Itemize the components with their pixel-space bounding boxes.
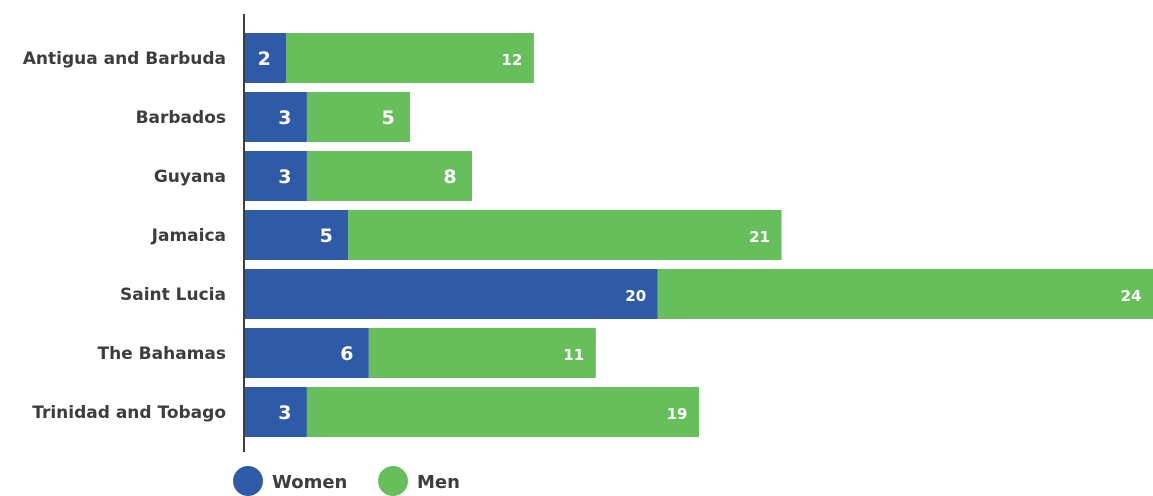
bar-men-jamaica: [348, 210, 782, 260]
value-label-men-jamaica: 21: [749, 228, 770, 246]
bar-women-the-bahamas: [245, 328, 369, 378]
value-label-women-barbados: 3: [278, 107, 291, 129]
value-label-women-trinidad-and-tobago: 3: [278, 402, 291, 424]
bar-women-guyana: [245, 151, 307, 201]
category-label-barbados: Barbados: [136, 108, 226, 128]
value-label-women-the-bahamas: 6: [340, 343, 353, 365]
category-label-trinidad-and-tobago: Trinidad and Tobago: [32, 403, 226, 423]
bar-men-the-bahamas: [368, 328, 596, 378]
bar-women-barbados: [245, 92, 307, 142]
bar-women-trinidad-and-tobago: [245, 387, 307, 437]
value-label-men-saint-lucia: 24: [1121, 287, 1142, 305]
value-label-men-antigua-and-barbuda: 12: [501, 51, 522, 69]
value-label-women-guyana: 3: [278, 166, 291, 188]
bar-women-jamaica: [245, 210, 349, 260]
bar-men-saint-lucia: [657, 269, 1153, 319]
legend-swatch-men: [378, 466, 408, 496]
legend-label-women: Women: [272, 472, 347, 493]
bar-women-saint-lucia: [245, 269, 658, 319]
category-label-antigua-and-barbuda: Antigua and Barbuda: [23, 49, 226, 69]
category-label-the-bahamas: The Bahamas: [98, 344, 226, 364]
bar-men-guyana: [306, 151, 472, 201]
bar-men-barbados: [306, 92, 411, 142]
bar-women-antigua-and-barbuda: [245, 33, 287, 83]
value-label-men-barbados: 5: [381, 107, 394, 129]
category-label-jamaica: Jamaica: [151, 226, 226, 246]
legend-label-men: Men: [417, 472, 460, 493]
bars-layer: [245, 33, 1153, 437]
value-label-women-antigua-and-barbuda: 2: [258, 48, 271, 70]
legend: Women Men: [233, 466, 460, 496]
category-label-guyana: Guyana: [154, 167, 226, 187]
value-labels: 2 12 3 5 3 8 5 21 20 24 6 11 3 19: [258, 48, 1142, 424]
value-label-men-the-bahamas: 11: [563, 346, 584, 364]
bar-men-trinidad-and-tobago: [306, 387, 699, 437]
value-label-men-trinidad-and-tobago: 19: [667, 405, 688, 423]
legend-swatch-women: [233, 466, 263, 496]
category-labels: Antigua and Barbuda Barbados Guyana Jamaica…: [23, 49, 226, 423]
category-label-saint-lucia: Saint Lucia: [120, 285, 226, 305]
bar-men-antigua-and-barbuda: [286, 33, 534, 83]
value-label-men-guyana: 8: [443, 166, 456, 188]
value-label-women-saint-lucia: 20: [625, 287, 646, 305]
value-label-women-jamaica: 5: [320, 225, 333, 247]
